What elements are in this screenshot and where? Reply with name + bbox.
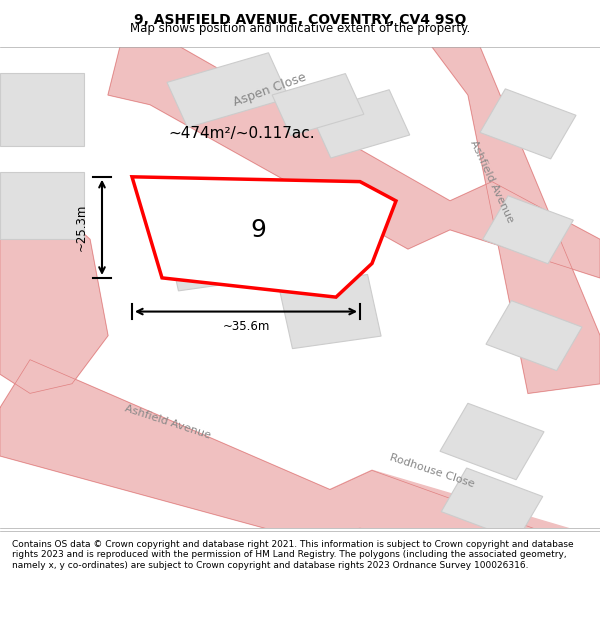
Text: 9, ASHFIELD AVENUE, COVENTRY, CV4 9SQ: 9, ASHFIELD AVENUE, COVENTRY, CV4 9SQ xyxy=(134,13,466,27)
Polygon shape xyxy=(482,196,574,264)
Polygon shape xyxy=(108,47,600,278)
Text: ~25.3m: ~25.3m xyxy=(74,204,88,251)
Polygon shape xyxy=(0,73,84,146)
Text: ~474m²/~0.117ac.: ~474m²/~0.117ac. xyxy=(168,126,314,141)
Polygon shape xyxy=(310,90,410,158)
Polygon shape xyxy=(330,471,600,567)
Polygon shape xyxy=(165,217,267,291)
Text: Map shows position and indicative extent of the property.: Map shows position and indicative extent… xyxy=(130,22,470,35)
Polygon shape xyxy=(0,172,84,239)
Polygon shape xyxy=(432,47,600,393)
Text: 9: 9 xyxy=(250,217,266,242)
Polygon shape xyxy=(279,274,381,349)
Polygon shape xyxy=(480,89,576,159)
Polygon shape xyxy=(486,301,582,371)
Text: Aspen Close: Aspen Close xyxy=(232,71,308,109)
Polygon shape xyxy=(272,74,364,136)
Text: Contains OS data © Crown copyright and database right 2021. This information is : Contains OS data © Crown copyright and d… xyxy=(12,540,574,569)
Text: ~35.6m: ~35.6m xyxy=(223,319,269,332)
Text: Rodhouse Close: Rodhouse Close xyxy=(388,452,476,489)
Polygon shape xyxy=(440,403,544,480)
Polygon shape xyxy=(0,359,600,576)
Polygon shape xyxy=(0,201,108,393)
Polygon shape xyxy=(441,468,543,540)
Polygon shape xyxy=(132,177,396,297)
Text: Ashfield Avenue: Ashfield Avenue xyxy=(124,404,212,441)
Polygon shape xyxy=(167,52,289,127)
Text: Ashfield Avenue: Ashfield Avenue xyxy=(469,139,515,224)
